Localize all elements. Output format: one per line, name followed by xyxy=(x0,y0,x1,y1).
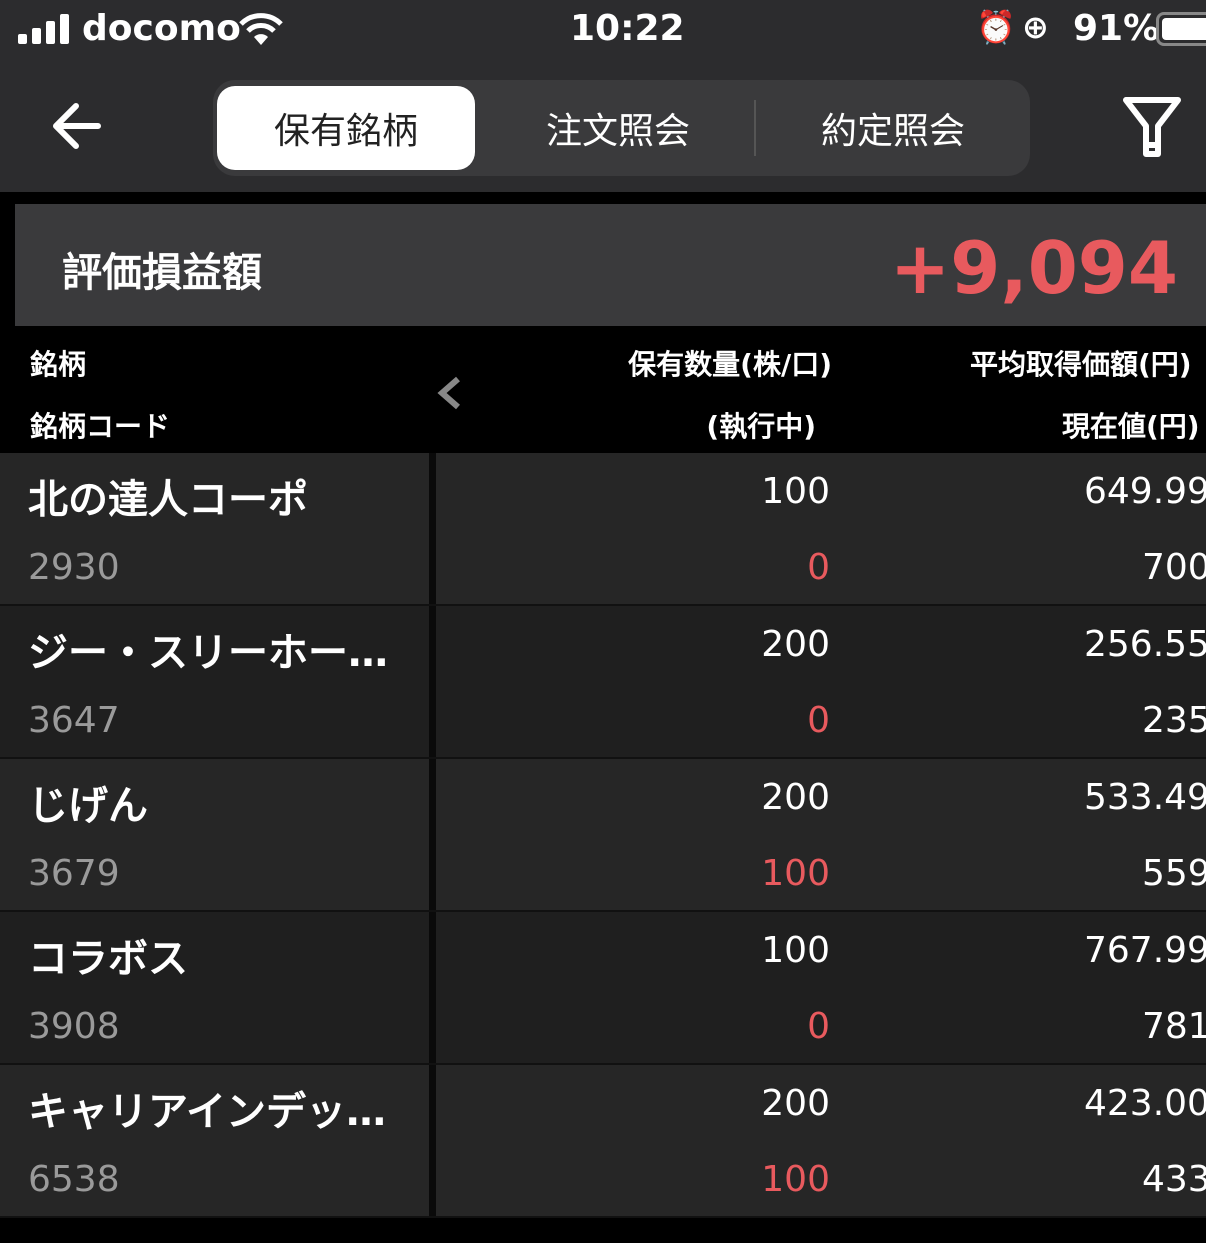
table-row[interactable]: ジー・スリーホー… 3647 200 0 256.55 235 xyxy=(0,606,1206,759)
stock-cell: じげん 3679 xyxy=(0,759,429,910)
stock-name: じげん xyxy=(28,783,148,829)
back-arrow-icon[interactable] xyxy=(48,98,104,154)
wifi-icon xyxy=(239,13,283,45)
pnl-label: 評価損益額 xyxy=(62,250,262,296)
quantity: 100 xyxy=(761,471,830,512)
stock-name: コラボス xyxy=(28,936,188,982)
current-price: 559 xyxy=(1142,853,1206,894)
executing-quantity: 100 xyxy=(761,853,830,894)
stock-code: 6538 xyxy=(28,1159,120,1200)
alarm-icon: ⏰ xyxy=(976,8,1016,46)
signal-icon xyxy=(18,14,69,44)
stock-code: 3679 xyxy=(28,853,120,894)
column-divider xyxy=(429,1065,436,1216)
table-row[interactable]: じげん 3679 200 100 533.49 559 xyxy=(0,759,1206,912)
average-price: 649.99 xyxy=(1084,471,1206,512)
current-price: 700 xyxy=(1142,547,1206,588)
stock-code: 2930 xyxy=(28,547,120,588)
header-executing: (執行中) xyxy=(706,410,816,443)
pnl-value: +9,094 xyxy=(889,226,1178,310)
table-row[interactable]: キャリアインデッ… 6538 200 100 423.00 433 xyxy=(0,1065,1206,1218)
quantity: 200 xyxy=(761,777,830,818)
average-price: 533.49 xyxy=(1084,777,1206,818)
current-price: 235 xyxy=(1142,700,1206,741)
current-price: 433 xyxy=(1142,1159,1206,1200)
executing-quantity: 0 xyxy=(807,1006,830,1047)
header-current: 現在値(円) xyxy=(1062,410,1200,443)
pnl-summary: 評価損益額 +9,094 xyxy=(15,204,1206,326)
tab-holdings[interactable]: 保有銘柄 xyxy=(217,86,475,170)
battery-percent: 91% xyxy=(1073,8,1160,49)
quantity: 200 xyxy=(761,624,830,665)
segmented-tabs: 保有銘柄 注文照会 約定照会 xyxy=(213,80,1030,176)
battery-icon xyxy=(1156,12,1206,46)
tab-divider xyxy=(754,100,756,156)
quantity: 100 xyxy=(761,930,830,971)
stock-cell: コラボス 3908 xyxy=(0,912,429,1063)
table-header: 銘柄 銘柄コード 保有数量(株/口) (執行中) 平均取得価額(円) 現在値(円… xyxy=(0,327,1206,453)
column-divider xyxy=(429,606,436,757)
tab-orders[interactable]: 注文照会 xyxy=(545,111,690,152)
current-price: 781 xyxy=(1142,1006,1206,1047)
stock-name: キャリアインデッ… xyxy=(28,1089,386,1135)
stock-code: 3908 xyxy=(28,1006,120,1047)
stock-name: ジー・スリーホー… xyxy=(28,630,388,676)
header-avg-price: 平均取得価額(円) xyxy=(970,348,1192,381)
carrier-label: docomo xyxy=(82,8,241,49)
stock-code: 3647 xyxy=(28,700,120,741)
average-price: 423.00 xyxy=(1084,1083,1206,1124)
column-divider xyxy=(429,912,436,1063)
top-bar: docomo 10:22 ⏰ ⊕ 91% 保有銘柄 注文照会 約定照会 xyxy=(0,0,1206,192)
stock-cell: ジー・スリーホー… 3647 xyxy=(0,606,429,757)
clock: 10:22 xyxy=(570,8,685,49)
column-divider xyxy=(429,453,436,604)
stock-cell: 北の達人コーポ 2930 xyxy=(0,453,429,604)
stock-cell: キャリアインデッ… 6538 xyxy=(0,1065,429,1216)
table-row[interactable]: コラボス 3908 100 0 767.99 781 xyxy=(0,912,1206,1065)
stock-name: 北の達人コーポ xyxy=(28,477,308,523)
executing-quantity: 0 xyxy=(807,547,830,588)
scroll-left-chevron-icon[interactable] xyxy=(434,375,464,411)
quantity: 200 xyxy=(761,1083,830,1124)
header-name: 銘柄 xyxy=(30,348,87,381)
executing-quantity: 0 xyxy=(807,700,830,741)
filter-icon[interactable] xyxy=(1122,96,1182,158)
average-price: 767.99 xyxy=(1084,930,1206,971)
table-row[interactable]: 北の達人コーポ 2930 100 0 649.99 700 xyxy=(0,453,1206,606)
tab-executions[interactable]: 約定照会 xyxy=(820,111,965,152)
column-divider xyxy=(429,759,436,910)
executing-quantity: 100 xyxy=(761,1159,830,1200)
rotation-lock-icon: ⊕ xyxy=(1022,8,1049,46)
header-qty: 保有数量(株/口) xyxy=(628,348,832,381)
header-code: 銘柄コード xyxy=(30,410,171,443)
average-price: 256.55 xyxy=(1084,624,1206,665)
